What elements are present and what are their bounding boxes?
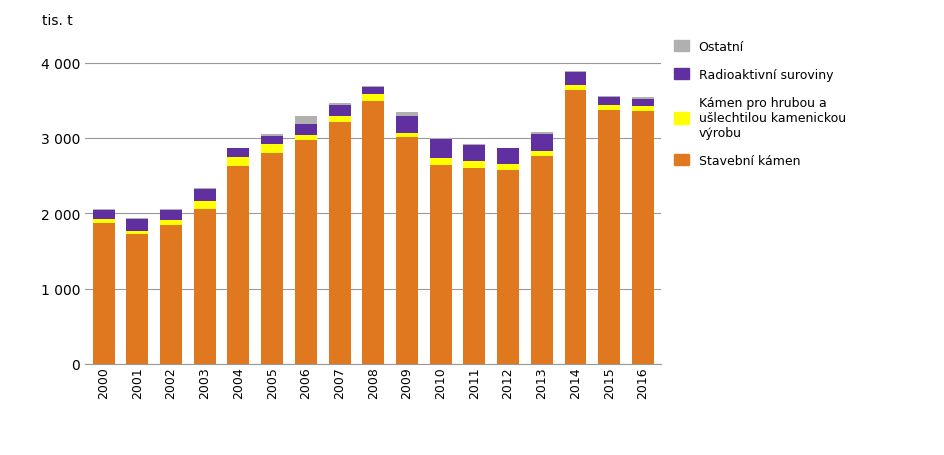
Bar [396,138,417,364]
Bar [598,106,619,111]
Bar [126,218,148,220]
Bar [329,104,350,106]
Bar [228,158,249,167]
Bar [194,189,215,190]
Bar [194,190,215,202]
Bar [160,210,182,211]
Bar [261,154,283,364]
Bar [295,117,316,124]
Bar [463,169,485,364]
Bar [463,145,485,146]
Bar [228,148,249,149]
Bar [295,141,316,364]
Bar [497,148,518,149]
Bar [396,133,417,138]
Bar [295,136,316,141]
Bar [126,235,148,364]
Bar [362,102,384,364]
Bar [194,202,215,209]
Bar [261,145,283,154]
Bar [463,162,485,169]
Bar [632,106,653,111]
Bar [564,86,586,91]
Bar [228,167,249,364]
Bar [497,149,518,165]
Bar [564,91,586,364]
Bar [531,157,552,364]
Bar [126,231,148,235]
Bar [531,132,552,135]
Bar [160,211,182,221]
Bar [497,165,518,170]
Bar [160,221,182,226]
Bar [126,220,148,231]
Bar [329,117,350,123]
Bar [396,117,417,133]
Bar [497,170,518,364]
Bar [93,223,114,364]
Bar [261,135,283,136]
Bar [463,146,485,162]
Bar [362,87,384,95]
Bar [598,96,619,97]
Bar [329,106,350,117]
Bar [93,210,114,211]
Bar [632,100,653,106]
Bar [632,111,653,364]
Bar [430,159,451,166]
Bar [531,152,552,157]
Bar [598,111,619,364]
Bar [531,135,552,152]
Bar [598,97,619,106]
Bar [430,139,451,159]
Bar [228,149,249,158]
Bar [564,72,586,86]
Bar [93,220,114,223]
Bar [430,166,451,364]
Bar [261,136,283,145]
Bar [160,226,182,364]
Text: tis. t: tis. t [42,14,73,28]
Bar [362,95,384,102]
Bar [93,211,114,220]
Bar [194,209,215,364]
Bar [632,98,653,100]
Legend: Ostatní, Radioaktivní suroviny, Kámen pro hrubou a
ušlechtilou kamenickou
výrobu: Ostatní, Radioaktivní suroviny, Kámen pr… [673,41,845,167]
Bar [396,113,417,117]
Bar [329,123,350,364]
Bar [295,124,316,136]
